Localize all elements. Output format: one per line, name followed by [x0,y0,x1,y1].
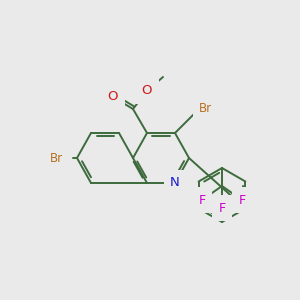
Text: F: F [198,194,206,206]
Text: F: F [218,202,226,214]
Text: O: O [108,91,118,103]
Text: Br: Br [50,152,63,164]
Text: Br: Br [199,103,212,116]
Text: F: F [238,194,246,206]
Text: N: N [170,176,180,190]
Text: O: O [142,85,152,98]
